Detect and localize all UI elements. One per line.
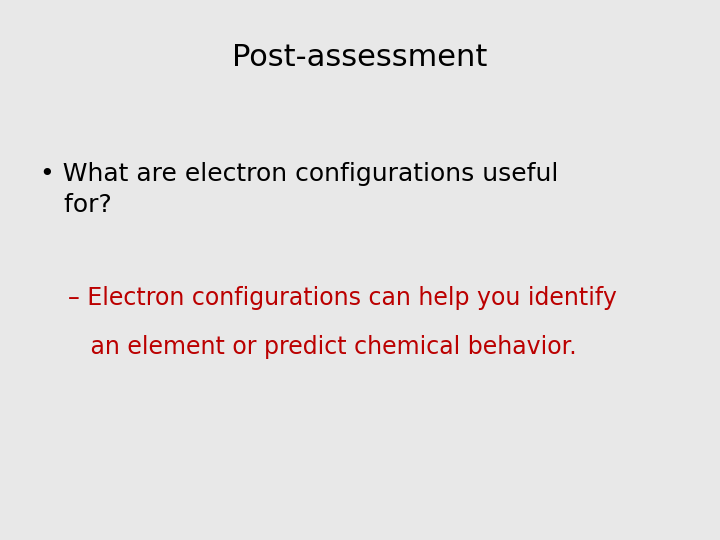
Text: an element or predict chemical behavior.: an element or predict chemical behavior. xyxy=(68,335,577,359)
Text: Post-assessment: Post-assessment xyxy=(233,43,487,72)
Text: – Electron configurations can help you identify: – Electron configurations can help you i… xyxy=(68,286,617,310)
Text: • What are electron configurations useful
   for?: • What are electron configurations usefu… xyxy=(40,162,558,217)
